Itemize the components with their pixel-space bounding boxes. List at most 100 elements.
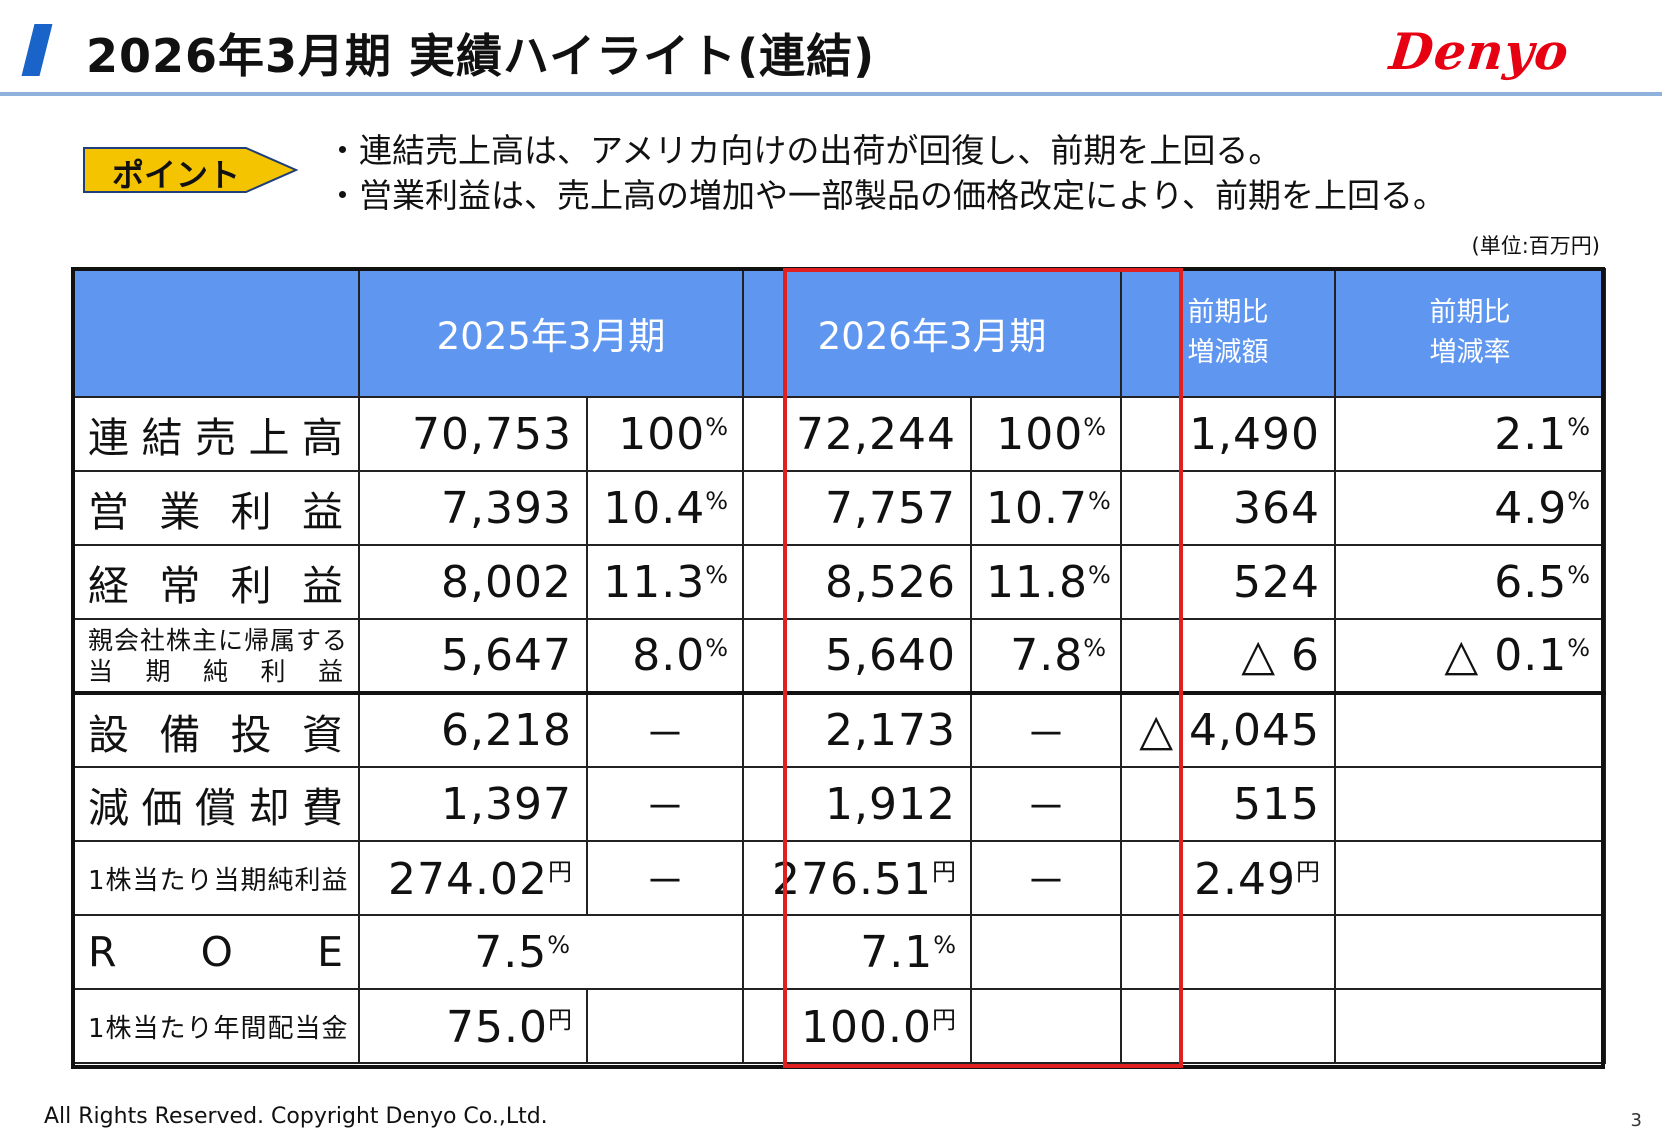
eps-fy2025: 274.02円: [358, 840, 588, 916]
row-label-net-income: 親会社株主に帰属する 当期純 利益: [72, 618, 360, 694]
roe-fy2026-ratio: [970, 914, 1123, 990]
table-row-dividend: 1株当たり年間配当金 75.0円 100.0円: [72, 988, 1607, 1064]
table-row-ordinary-profit: 経常利益 8,002 11.3% 8,526 11.8% 524 6.5%: [72, 544, 1607, 620]
capex-change-amount: △ 4,045: [1120, 691, 1337, 768]
eps-fy2025-ratio: －: [585, 840, 745, 916]
roe-change-amount: [1120, 914, 1337, 990]
percent-suffix: %: [933, 930, 957, 959]
percent-suffix: %: [705, 412, 729, 441]
yen-suffix: 円: [548, 1005, 572, 1034]
label-char: 利: [230, 562, 273, 610]
div-fy2026: 100.0円: [742, 988, 973, 1064]
header-blank: [72, 268, 360, 398]
point-arrow-icon: [83, 147, 299, 193]
dep-fy2026: 1,912: [742, 766, 973, 842]
eps-fy2026: 276.51円: [742, 840, 973, 916]
net-change-amount: △ 6: [1120, 618, 1337, 694]
label-char: 減: [88, 784, 130, 832]
percent-suffix: %: [1087, 560, 1111, 589]
value: 75.0: [446, 1001, 548, 1053]
label-char: 投: [230, 710, 273, 759]
roe-fy2026: 7.1%: [742, 914, 973, 990]
percent-suffix: %: [547, 930, 571, 959]
value: 7.1: [860, 926, 934, 978]
percent-suffix: %: [1567, 560, 1591, 589]
value: 2.49: [1194, 853, 1297, 905]
point-badge: ポイント: [82, 146, 300, 194]
eps-fy2026-ratio: －: [970, 840, 1123, 916]
label-char: 業: [159, 488, 202, 536]
dep-fy2025-ratio: －: [585, 766, 745, 842]
row-label-operating-profit: 営業利益: [72, 470, 360, 546]
label-char: 資: [301, 710, 344, 759]
sales-fy2026-ratio: 100%: [970, 396, 1123, 472]
label-char: 益: [317, 656, 344, 686]
header-change-amount: 前期比 増減額: [1120, 268, 1337, 398]
div-fy2026-ratio: [970, 988, 1123, 1064]
label-char: 連: [88, 414, 130, 462]
sales-fy2025-ratio: 100%: [585, 396, 745, 472]
capex-fy2026: 2,173: [742, 691, 973, 768]
roe-change-rate: [1334, 914, 1607, 990]
ord-fy2026: 8,526: [742, 544, 973, 620]
eps-change-rate: [1334, 840, 1607, 916]
label-char: O: [200, 928, 234, 976]
page-number: 3: [1630, 1110, 1642, 1131]
label-char: R: [88, 928, 118, 976]
net-income-label-line1: 親会社株主に帰属する: [88, 625, 349, 655]
header-fy2025: 2025年3月期: [357, 268, 745, 398]
label-char: 常: [159, 562, 202, 610]
net-change-rate: △ 0.1%: [1334, 618, 1607, 694]
table-row-net-income: 親会社株主に帰属する 当期純 利益 5,647 8.0% 5,640 7.8% △…: [72, 618, 1607, 694]
op-change-amount: 364: [1120, 470, 1337, 546]
value: 274.02: [388, 853, 548, 905]
highlight-bullets: ・連結売上高は、アメリカ向けの出荷が回復し、前期を上回る。 ・営業利益は、売上高…: [326, 128, 1446, 218]
value: 11.8: [986, 556, 1088, 608]
bullet-operating-profit: ・営業利益は、売上高の増加や一部製品の価格改定により、前期を上回る。: [326, 176, 1447, 215]
header-change-rate: 前期比 増減率: [1334, 268, 1607, 398]
capex-fy2025-ratio: －: [585, 691, 745, 768]
sales-change-amount: 1,490: [1120, 396, 1337, 472]
ord-fy2025: 8,002: [358, 544, 588, 620]
ord-fy2026-ratio: 11.8%: [970, 544, 1123, 620]
value: 276.51: [772, 853, 933, 905]
value: 100.0: [801, 1001, 933, 1053]
label-char: 償: [195, 784, 237, 832]
div-fy2025-ratio: [585, 988, 745, 1064]
label-char: 当: [88, 656, 115, 686]
header-change-amount-line2: 増減額: [1187, 337, 1269, 368]
point-label: ポイント: [112, 156, 241, 194]
ord-fy2025-ratio: 11.3%: [585, 544, 745, 620]
copyright: All Rights Reserved. Copyright Denyo Co.…: [44, 1104, 548, 1129]
value: 2.1: [1494, 408, 1568, 460]
yen-suffix: 円: [932, 1005, 957, 1034]
page-title: 2026年3月期 実績ハイライト(連結): [86, 29, 876, 83]
value: 100: [618, 408, 706, 460]
row-label-eps: 1株当たり当期純利益: [72, 840, 360, 916]
op-fy2025: 7,393: [358, 470, 588, 546]
header-fy2026: 2026年3月期: [742, 268, 1123, 398]
div-fy2025: 75.0円: [358, 988, 588, 1064]
percent-suffix: %: [1567, 412, 1591, 441]
header-change-rate-line1: 前期比: [1429, 297, 1511, 328]
label-char: 結: [141, 414, 184, 462]
dep-fy2026-ratio: －: [970, 766, 1123, 842]
table-header-row: 2025年3月期 2026年3月期 前期比 増減額 前期比 増減率: [72, 268, 1607, 398]
percent-suffix: %: [1083, 412, 1107, 441]
value: 7.5: [474, 926, 548, 978]
label-char: 経: [88, 562, 130, 610]
table-row-roe: R O E 7.5% 7.1%: [72, 914, 1607, 990]
label-char: 上: [248, 414, 291, 462]
table-row-operating-profit: 営業利益 7,393 10.4% 7,757 10.7% 364 4.9%: [72, 470, 1607, 546]
op-fy2026-ratio: 10.7%: [970, 470, 1123, 546]
label-char: 営: [88, 488, 130, 536]
percent-suffix: %: [705, 486, 729, 515]
table-row-depreciation: 減価償却費 1,397 － 1,912 － 515: [72, 766, 1607, 842]
denyo-logo: Denyo: [1386, 22, 1573, 81]
row-label-ordinary-profit: 経常利益: [72, 544, 360, 620]
label-char: 却: [248, 784, 291, 832]
value: 10.4: [603, 482, 706, 534]
value: 11.3: [603, 556, 706, 608]
row-label-sales: 連結売上高: [72, 396, 360, 472]
net-fy2026-ratio: 7.8%: [970, 618, 1123, 694]
